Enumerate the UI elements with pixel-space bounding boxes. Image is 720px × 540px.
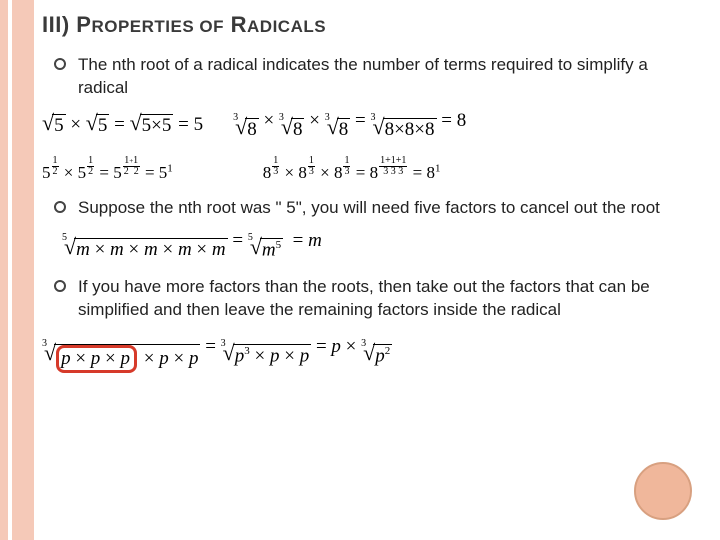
formula-cuberoot-p5: 3√p × p × p × p × p = 3√p3 × p × p = p ×… bbox=[42, 336, 392, 374]
circle-bullet-icon bbox=[54, 201, 66, 213]
bullet-2: Suppose the nth root was " 5", you will … bbox=[54, 197, 702, 220]
accent-circle-icon bbox=[634, 462, 692, 520]
title-small1: ROPERTIES OF bbox=[91, 17, 224, 36]
circle-bullet-icon bbox=[54, 280, 66, 292]
formula-5-exp: 512 × 512 = 51+12 2 = 51 bbox=[42, 156, 173, 183]
formula-row-1: √5 × √5 = √5×5 = 5 3√8 × 3√8 × 3√8 = 3√8… bbox=[42, 110, 702, 142]
bullet-2-text: Suppose the nth root was " 5", you will … bbox=[78, 197, 660, 220]
formula-row-3: 5√m × m × m × m × m = 5√m5 = m bbox=[42, 230, 702, 262]
left-stripe-thick bbox=[12, 0, 34, 540]
formula-sqrt5: √5 × √5 = √5×5 = 5 bbox=[42, 114, 203, 138]
left-stripe-thin bbox=[0, 0, 8, 540]
formula-8-exp: 813 × 813 × 813 = 81+1+13 3 3 = 81 bbox=[263, 156, 441, 183]
circle-bullet-icon bbox=[54, 58, 66, 70]
formula-row-4: 3√p × p × p × p × p = 3√p3 × p × p = p ×… bbox=[42, 336, 702, 374]
formula-cuberoot8: 3√8 × 3√8 × 3√8 = 3√8×8×8 = 8 bbox=[233, 110, 466, 142]
slide-title: III) PROPERTIES OF RADICALS bbox=[42, 12, 702, 38]
formula-5th-root-m: 5√m × m × m × m × m = 5√m5 = m bbox=[62, 230, 322, 262]
formula-row-2: 512 × 512 = 51+12 2 = 51 813 × 813 × 813… bbox=[42, 156, 702, 183]
bullet-1: The nth root of a radical indicates the … bbox=[54, 54, 702, 100]
bullet-1-text: The nth root of a radical indicates the … bbox=[78, 54, 702, 100]
bullet-3: If you have more factors than the roots,… bbox=[54, 276, 702, 322]
title-part2: R bbox=[224, 12, 247, 37]
bullet-3-text: If you have more factors than the roots,… bbox=[78, 276, 702, 322]
title-part1: III) P bbox=[42, 12, 91, 37]
title-small2: ADICALS bbox=[247, 17, 326, 36]
slide-content: III) PROPERTIES OF RADICALS The nth root… bbox=[42, 12, 702, 387]
